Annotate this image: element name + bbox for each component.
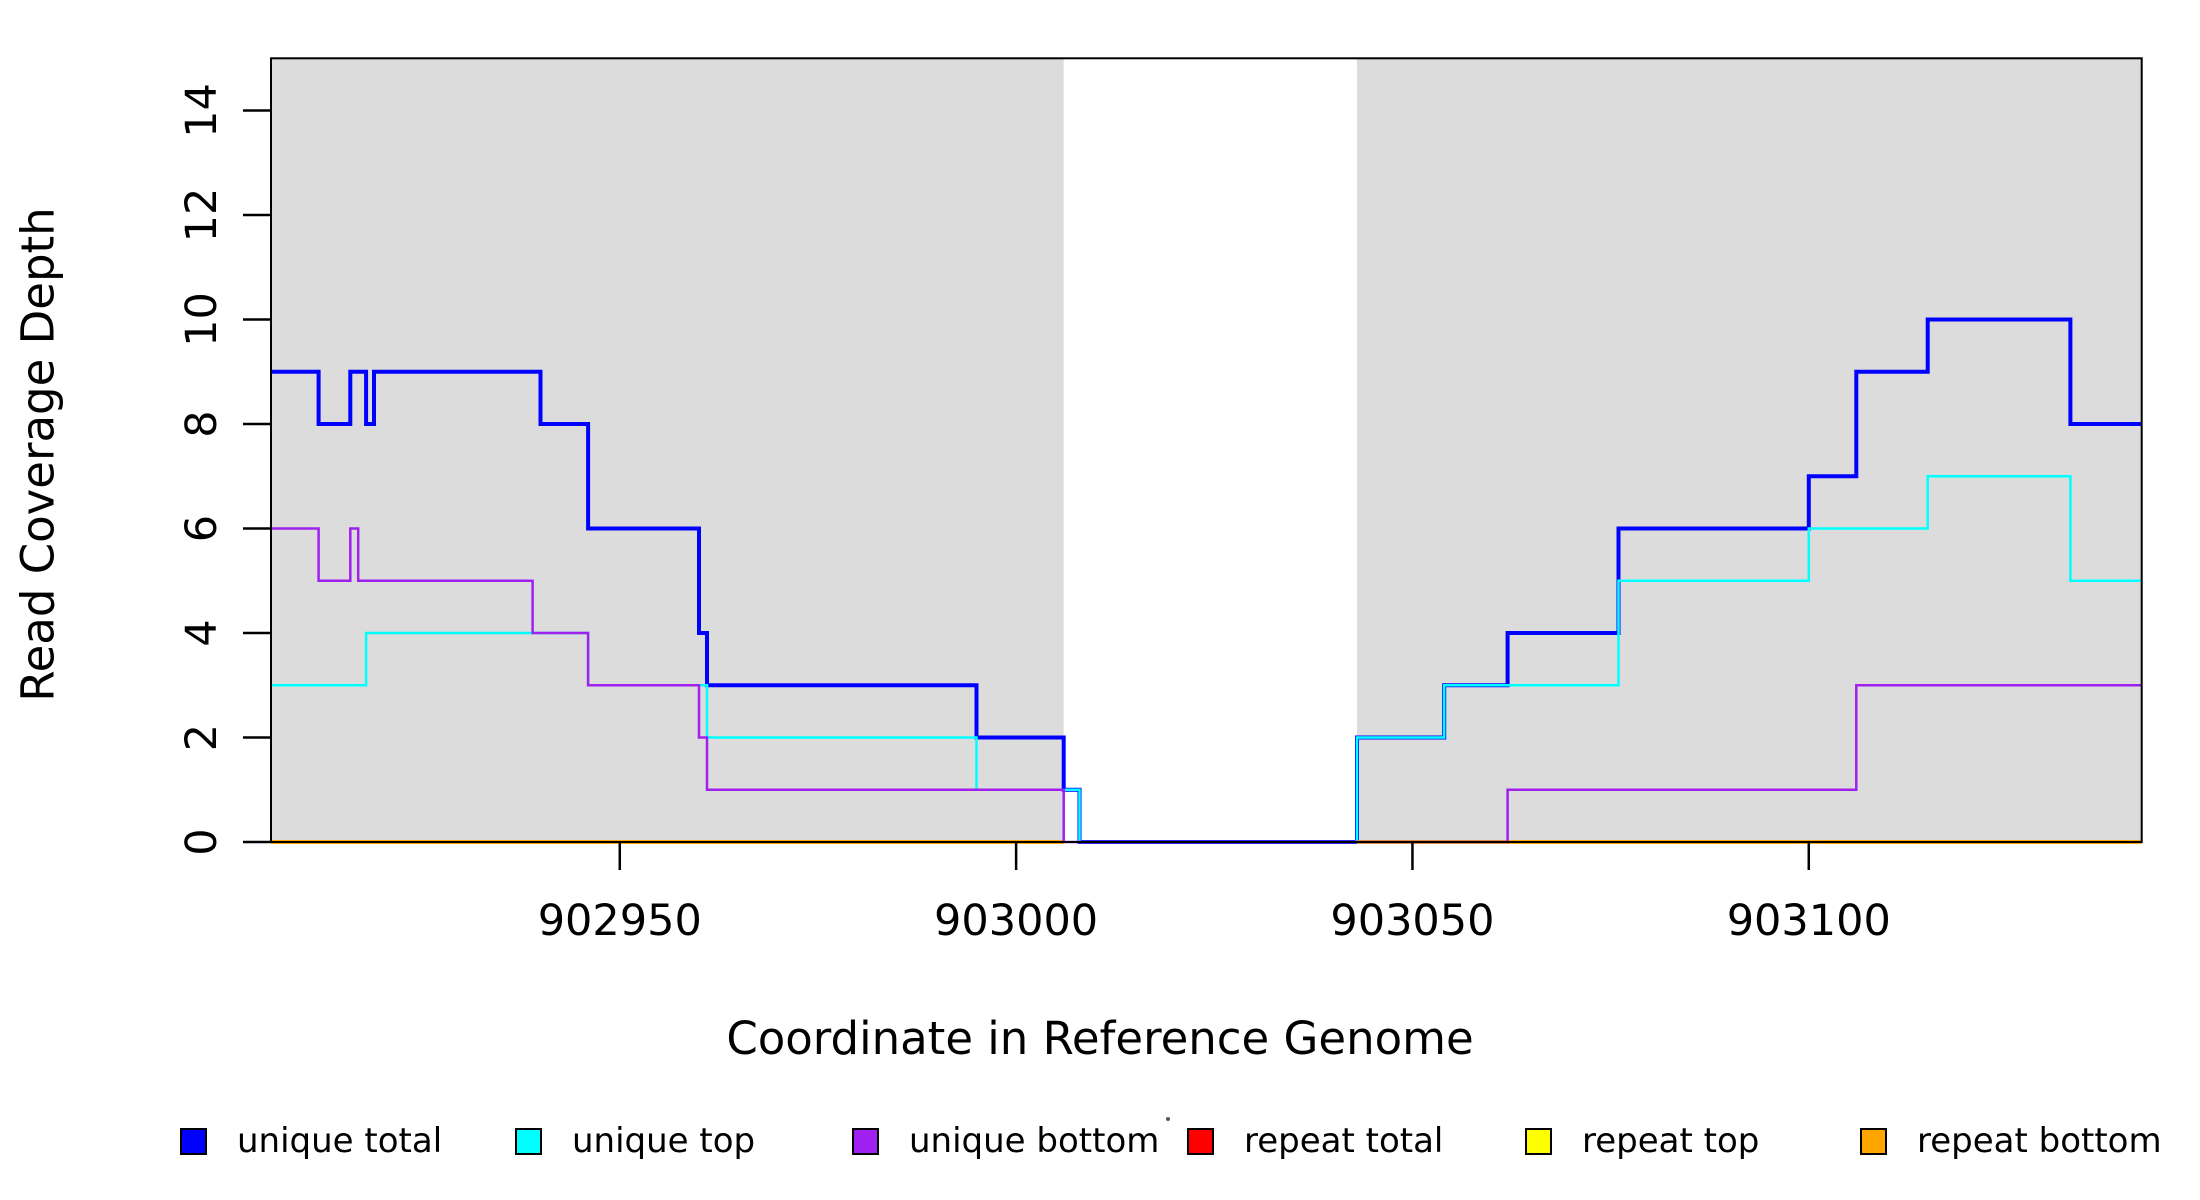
y-tick-label-0: 0 bbox=[177, 828, 227, 855]
y-tick-label-2: 2 bbox=[177, 724, 227, 751]
y-tick-label-8: 8 bbox=[177, 410, 227, 437]
series-unique-total bbox=[271, 317, 2142, 844]
x-tick-label-902950: 902950 bbox=[538, 896, 702, 946]
y-tick-label-12: 12 bbox=[177, 188, 227, 243]
shaded-region-0 bbox=[271, 58, 1064, 843]
y-axis-title: Read Coverage Depth bbox=[11, 207, 65, 702]
y-tick-label-4: 4 bbox=[177, 619, 227, 646]
series-unique-bottom bbox=[271, 527, 2142, 844]
x-axis-title: Coordinate in Reference Genome bbox=[726, 1012, 1474, 1065]
stray-dot bbox=[1166, 1117, 1170, 1121]
x-tick-label-903100: 903100 bbox=[1727, 896, 1891, 946]
y-tick-label-10: 10 bbox=[177, 292, 227, 347]
y-tick-label-14: 14 bbox=[177, 83, 227, 138]
x-tick-label-903000: 903000 bbox=[934, 896, 1098, 946]
plot-border bbox=[270, 57, 2143, 844]
shaded-region-1 bbox=[1356, 58, 2142, 843]
x-tick-label-903050: 903050 bbox=[1330, 896, 1494, 946]
y-tick-label-6: 6 bbox=[177, 515, 227, 542]
